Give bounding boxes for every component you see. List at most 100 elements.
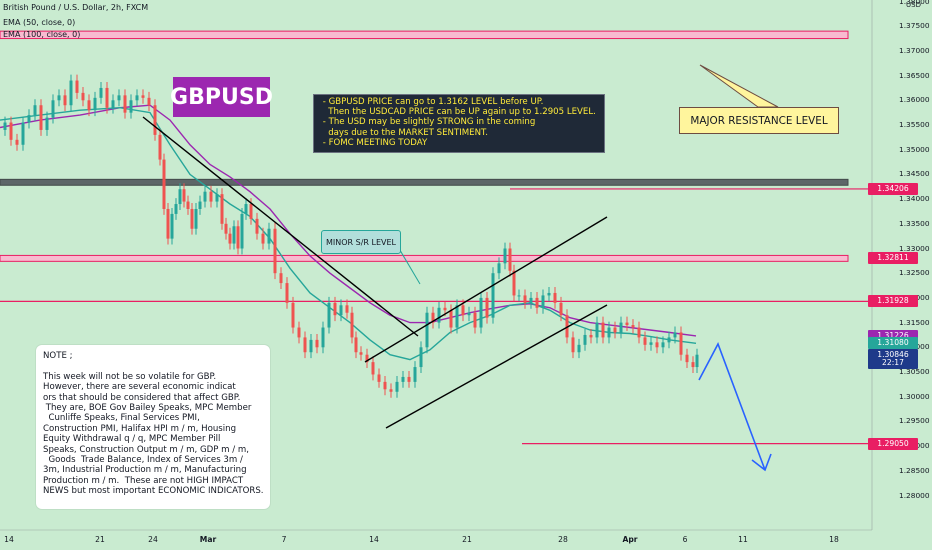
candle-body	[174, 204, 178, 214]
candle-body	[220, 194, 224, 224]
price-tick-label: 1.37500	[899, 21, 930, 31]
candle-body	[228, 233, 232, 244]
candle-body	[69, 80, 73, 106]
channel-lower-line	[385, 304, 608, 429]
major-resistance-zone	[0, 30, 849, 40]
candle-body	[389, 389, 393, 392]
candle-body	[236, 226, 240, 249]
candle-body	[267, 228, 271, 244]
price-tick-label: 1.33500	[899, 218, 930, 228]
candle-body	[279, 273, 283, 284]
candle-body	[589, 334, 593, 338]
candle-body	[695, 354, 699, 368]
time-tick-label: 7	[281, 535, 287, 544]
note-line: Construction PMI, Halifax HPI m / m, Hou…	[43, 423, 237, 434]
price-tick-label: 1.28000	[899, 490, 930, 500]
ema-50-legend[interactable]: EMA (50, close, 0)	[3, 18, 76, 27]
candle-body	[673, 332, 677, 338]
price-tag: 1.29050	[868, 437, 918, 450]
candle-body	[517, 295, 521, 297]
note-line: They are, BOE Gov Bailey Speaks, MPC Mem…	[43, 403, 252, 414]
candle-body	[583, 334, 587, 345]
candle-body	[135, 95, 139, 101]
candle-body	[383, 381, 387, 390]
candle-body	[512, 270, 516, 296]
candle-body	[631, 325, 635, 328]
gbpusd-label: GBPUSD	[170, 77, 273, 117]
candle-body	[297, 327, 301, 338]
price-tick-label: 1.34500	[899, 169, 930, 179]
candle-body	[401, 376, 405, 382]
candle-body	[691, 362, 695, 368]
candle-body	[407, 376, 411, 382]
candle-body	[425, 312, 429, 348]
candle-body	[461, 305, 465, 316]
candle-body	[661, 342, 665, 348]
price-tick-label: 1.28500	[899, 465, 930, 475]
candle-body	[224, 223, 228, 234]
candle-body	[215, 194, 219, 202]
note-line: 3m, Industrial Production m / m, Manufac…	[43, 465, 247, 476]
time-tick-label: 14	[4, 535, 14, 544]
candle-body	[395, 381, 399, 392]
symbol-title[interactable]: British Pound / U.S. Dollar, 2h, FXCM	[3, 3, 149, 12]
candle-body	[413, 367, 417, 382]
candle-body	[51, 100, 55, 118]
candle-body	[240, 213, 244, 249]
price-tick-label: 1.38000	[899, 0, 930, 6]
analysis-note-line: - GBPUSD PRICE can go to 1.3162 LEVEL be…	[320, 97, 544, 107]
candle-body	[449, 310, 453, 328]
candle-body	[81, 92, 85, 101]
price-tag: 1.34206	[868, 182, 918, 195]
analysis-notes: - GBPUSD PRICE can go to 1.3162 LEVEL be…	[313, 94, 605, 153]
note-line: Goods Trade Balance, Index of Services 3…	[43, 455, 243, 466]
candle-body	[244, 204, 248, 214]
price-tick-label: 1.34000	[899, 194, 930, 204]
arrowhead-icon	[751, 453, 772, 472]
candle-body	[170, 213, 174, 239]
candle-body	[523, 295, 527, 303]
candle-body	[685, 354, 689, 363]
candle-body	[190, 208, 194, 229]
price-axis-background[interactable]	[872, 0, 932, 550]
note-line: Cunliffe Speaks, Final Services PMI,	[43, 413, 200, 424]
candle-body	[365, 354, 369, 363]
time-tick-label: 11	[738, 535, 748, 544]
candle-body	[261, 233, 265, 244]
note-line: Production m / m. These are not HIGH IMP…	[43, 475, 244, 486]
price-tick-label: 1.36500	[899, 70, 930, 80]
time-tick-label: 28	[558, 535, 568, 544]
candle-body	[45, 117, 49, 130]
candle-body	[455, 305, 459, 328]
candle-body	[27, 115, 31, 123]
candle-body	[153, 105, 157, 135]
candle-body	[249, 204, 253, 219]
note-box: NOTE ; This week will not be so volatile…	[36, 345, 270, 509]
time-tick-label: Mar	[199, 535, 217, 544]
note-line: NOTE ;	[43, 351, 73, 361]
time-tick-label: 6	[682, 535, 688, 544]
candle-body	[479, 297, 483, 328]
candle-body	[162, 159, 166, 209]
candle-body	[105, 87, 109, 108]
candle-body	[371, 362, 375, 375]
ema-100-legend[interactable]: EMA (100, close, 0)	[3, 30, 81, 39]
minor-sr-callout: MINOR S/R LEVEL	[321, 230, 401, 254]
note-line: Speaks, Construction Output m / m, GDP m…	[43, 444, 250, 455]
candle-body	[15, 139, 19, 145]
candle-body	[377, 374, 381, 382]
candle-body	[655, 342, 659, 348]
candle-body	[607, 327, 611, 338]
candle-body	[75, 80, 79, 93]
candle-body	[303, 337, 307, 353]
candle-body	[166, 208, 170, 239]
price-tick-label: 1.32500	[899, 268, 930, 278]
candle-body	[99, 87, 103, 98]
candle-body	[354, 337, 358, 353]
price-unit-label: USD	[906, 1, 921, 9]
candle-body	[186, 201, 190, 209]
candle-body	[437, 307, 441, 323]
candle-body	[232, 226, 236, 244]
candle-body	[667, 337, 671, 343]
analysis-note-line: days due to the MARKET SENTIMENT.	[320, 127, 488, 138]
